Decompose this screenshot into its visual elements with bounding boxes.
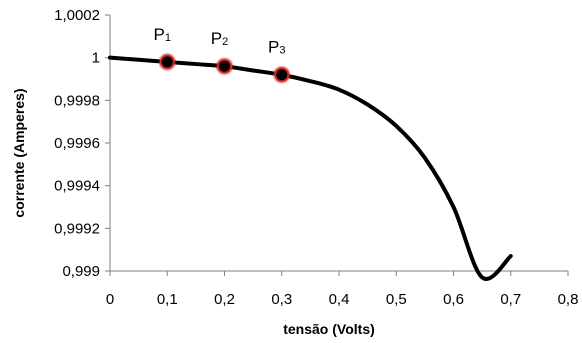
x-tick-label: 0,2 <box>214 291 235 308</box>
y-tick-label: 1 <box>92 50 100 67</box>
point-label: P3 <box>268 38 285 57</box>
x-tick-label: 0 <box>106 291 114 308</box>
point-marker <box>274 67 290 83</box>
x-axis-title: tensão (Volts) <box>283 321 375 337</box>
point-label: P1 <box>154 25 171 44</box>
point-label-subscript: 3 <box>279 45 285 57</box>
x-tick-label: 0,6 <box>443 291 464 308</box>
y-tick-label: 0,9998 <box>54 92 100 109</box>
point-label-subscript: 2 <box>222 36 228 48</box>
y-tick-label: 0,9994 <box>54 178 100 195</box>
y-axis-title: corrente (Amperes) <box>11 88 27 217</box>
x-tick-label: 0,8 <box>558 291 579 308</box>
x-tick-label: 0,7 <box>500 291 521 308</box>
x-tick-label: 0,4 <box>329 291 350 308</box>
y-tick-label: 0,9992 <box>54 220 100 237</box>
point-label: P2 <box>211 29 228 48</box>
y-tick-label: 0,9996 <box>54 135 100 152</box>
point-marker <box>159 54 175 70</box>
y-tick-label: 0,999 <box>62 263 100 280</box>
x-tick-label: 0,5 <box>386 291 407 308</box>
series-line <box>108 55 513 281</box>
x-tick-label: 0,3 <box>271 291 292 308</box>
point-marker <box>217 58 232 74</box>
point-label-subscript: 1 <box>165 32 171 44</box>
x-tick-label: 0,1 <box>157 291 178 308</box>
y-tick-label: 1,0002 <box>54 7 100 24</box>
